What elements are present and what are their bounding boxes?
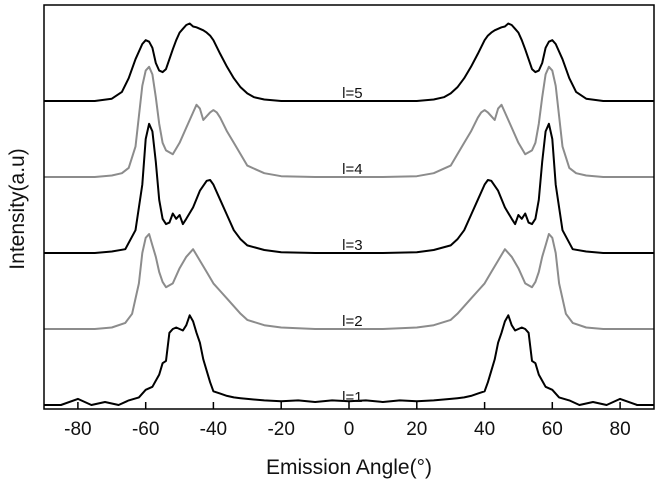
curve-label-l3: l=3 [342,237,362,254]
x-tick-label: 80 [610,419,631,440]
x-tick-label: 0 [344,419,355,440]
series-line-l5 [44,22,654,102]
curves-layer [44,22,654,406]
plot-frame [43,4,655,410]
x-tick-label: -60 [132,419,159,440]
series-line-l3 [44,122,654,254]
x-tick-label: 40 [474,419,495,440]
x-tick-label: -20 [267,419,294,440]
y-axis-title: Intensity(a.u) [6,148,29,269]
curve-label-l5: l=5 [342,85,362,102]
series-line-l1 [44,314,654,406]
curve-label-l2: l=2 [342,313,362,330]
x-tick-label: 20 [406,419,427,440]
x-tick-label: -40 [200,419,227,440]
series-line-l2 [44,233,654,330]
x-tick-label: 60 [542,419,563,440]
x-tick-label: -80 [64,419,91,440]
curve-labels: l=1 l=2 l=3 l=4 l=5 [342,85,362,406]
curve-label-l1: l=1 [342,389,362,406]
curve-label-l4: l=4 [342,161,362,178]
series-line-l4 [44,65,654,178]
x-axis-title: Emission Angle(°) [266,456,432,479]
x-axis-ticks: -80 -60 -40 -20 0 20 40 60 80 [64,402,631,440]
